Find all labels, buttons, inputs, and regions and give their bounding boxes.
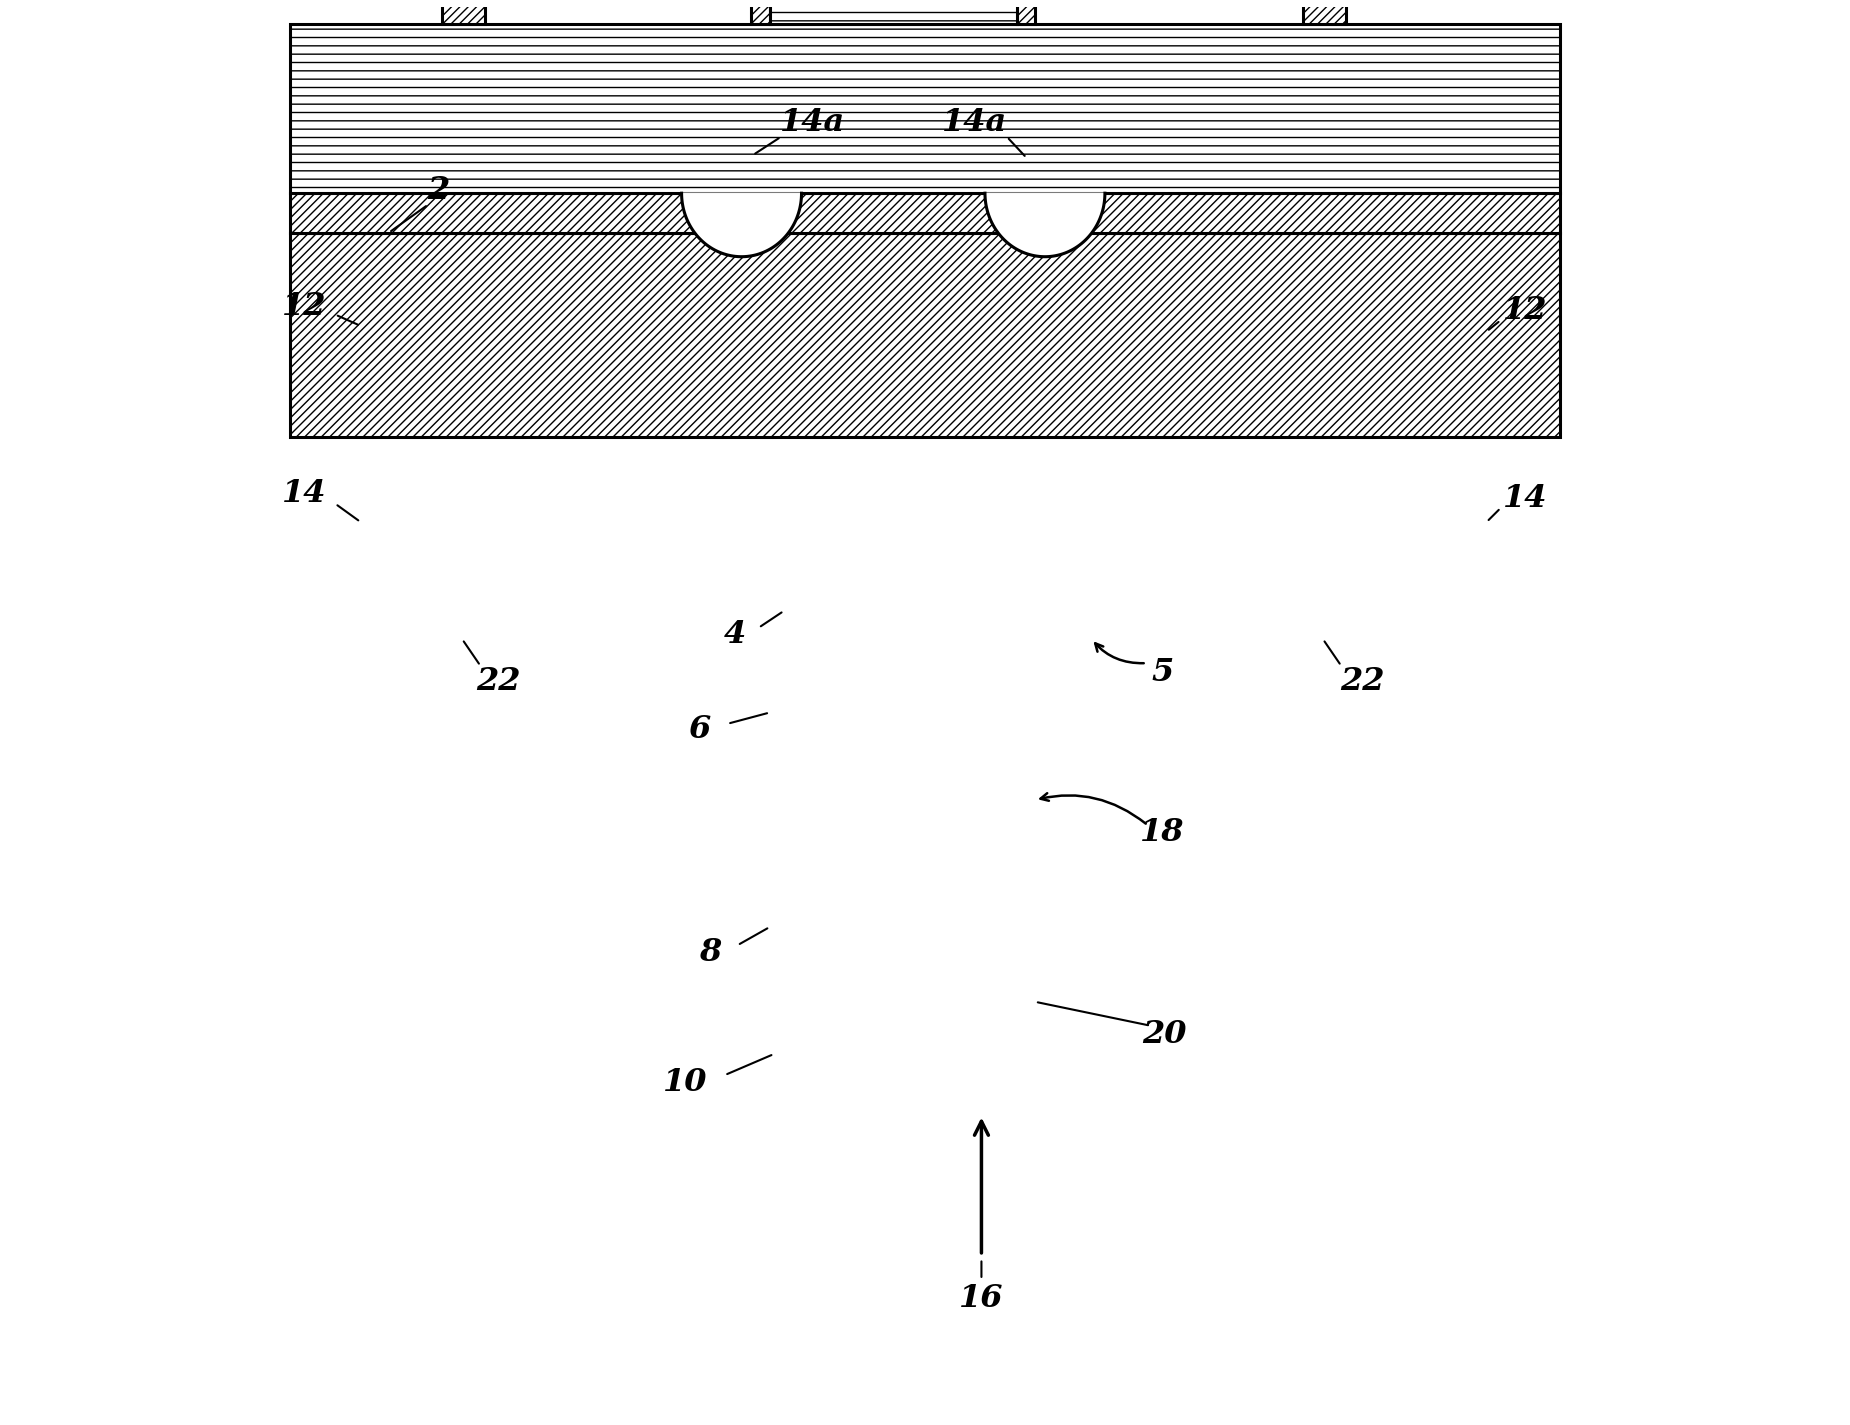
Bar bbox=[442, 0, 485, 24]
Text: 12: 12 bbox=[281, 291, 326, 322]
Text: 8: 8 bbox=[699, 936, 722, 968]
Text: 12: 12 bbox=[1502, 295, 1547, 326]
Text: 14: 14 bbox=[1502, 483, 1547, 513]
Text: 18: 18 bbox=[1140, 817, 1184, 848]
Bar bbox=[290, 24, 1560, 194]
Text: 22: 22 bbox=[477, 665, 522, 697]
Text: 2: 2 bbox=[427, 175, 450, 205]
Bar bbox=[290, 194, 1560, 232]
Text: 6: 6 bbox=[688, 714, 710, 745]
Bar bbox=[751, 0, 770, 24]
FancyArrowPatch shape bbox=[1095, 643, 1143, 663]
Text: 5: 5 bbox=[1151, 657, 1173, 688]
Text: 14a: 14a bbox=[779, 107, 845, 138]
Text: 14: 14 bbox=[281, 479, 326, 509]
Bar bbox=[1302, 0, 1345, 24]
Bar bbox=[1018, 0, 1034, 24]
Polygon shape bbox=[681, 194, 801, 256]
Bar bbox=[290, 232, 1560, 437]
Text: 20: 20 bbox=[1143, 1019, 1188, 1050]
Text: 4: 4 bbox=[723, 620, 746, 650]
Text: 10: 10 bbox=[662, 1067, 707, 1097]
Text: 22: 22 bbox=[1339, 665, 1384, 697]
Text: 14a: 14a bbox=[942, 107, 1006, 138]
Polygon shape bbox=[984, 194, 1104, 256]
FancyArrowPatch shape bbox=[1040, 794, 1145, 824]
Bar bbox=[770, 0, 1018, 24]
Text: 16: 16 bbox=[958, 1282, 1005, 1314]
